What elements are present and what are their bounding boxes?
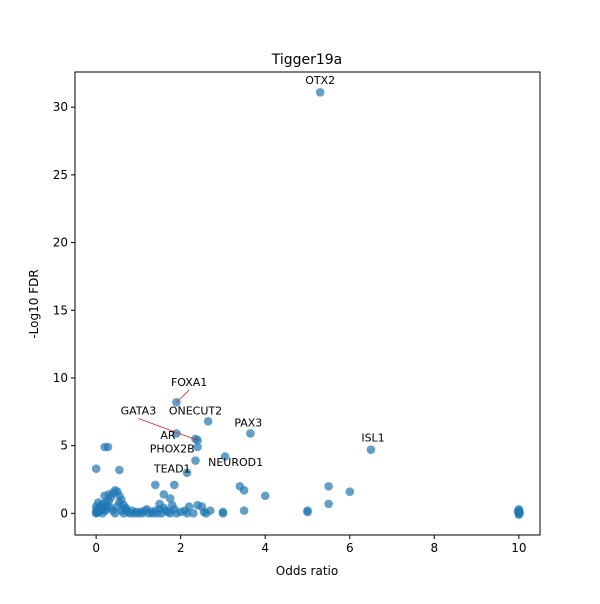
data-point	[246, 429, 255, 438]
point-label: ONECUT2	[169, 405, 222, 418]
chart-title: Tigger19a	[271, 52, 343, 68]
data-point	[203, 416, 213, 426]
data-point	[239, 506, 249, 515]
data-point	[95, 504, 104, 514]
data-point	[151, 480, 160, 490]
point-label: TEAD1	[153, 463, 191, 476]
x-tick-label: 10	[511, 541, 526, 555]
y-tick-label: 30	[53, 100, 68, 114]
y-tick-label: 25	[53, 168, 68, 182]
data-point	[170, 480, 179, 490]
label-connector-line	[176, 389, 190, 403]
data-point	[324, 499, 333, 509]
data-point	[303, 506, 312, 515]
data-point	[220, 452, 230, 461]
y-tick-label: 0	[60, 506, 68, 520]
data-point	[182, 509, 192, 518]
x-tick-label: 8	[430, 541, 438, 555]
point-label: PAX3	[234, 417, 262, 430]
data-point	[260, 491, 270, 501]
x-axis-label: Odds ratio	[276, 564, 338, 578]
point-label: GATA3	[121, 405, 157, 418]
data-point	[324, 481, 333, 491]
data-point	[159, 490, 169, 499]
data-point	[235, 481, 245, 491]
label-connector-line	[138, 418, 198, 441]
plot-frame	[74, 71, 541, 536]
data-point	[193, 435, 202, 445]
data-point	[218, 507, 228, 517]
x-tick-label: 6	[346, 541, 354, 555]
data-point	[315, 88, 325, 97]
data-point	[104, 490, 114, 499]
x-tick-label: 2	[177, 541, 185, 555]
data-point	[91, 464, 101, 473]
data-point	[184, 502, 194, 511]
data-point	[515, 508, 525, 517]
data-point	[189, 509, 198, 518]
data-point	[366, 445, 376, 455]
point-label: AR	[160, 429, 176, 442]
data-point	[155, 499, 164, 509]
data-point	[345, 487, 355, 496]
y-axis-label: -Log10 FDR	[27, 269, 41, 338]
x-tick-label: 4	[261, 541, 269, 555]
data-point	[103, 442, 113, 452]
y-tick-label: 5	[60, 439, 68, 453]
data-point	[165, 494, 175, 503]
point-label: ISL1	[361, 432, 384, 445]
point-label: PHOX2B	[150, 442, 195, 455]
data-point	[205, 506, 215, 515]
point-label: OTX2	[305, 74, 335, 87]
x-tick-label: 0	[92, 541, 100, 555]
point-label: FOXA1	[171, 376, 207, 389]
data-point	[115, 498, 124, 507]
data-point	[115, 465, 124, 475]
y-tick-label: 20	[53, 236, 68, 250]
data-point	[193, 442, 202, 452]
data-point	[182, 468, 192, 478]
y-tick-label: 15	[53, 303, 68, 317]
data-point	[191, 456, 200, 465]
point-label: NEUROD1	[208, 456, 263, 469]
y-tick-label: 10	[53, 371, 68, 385]
